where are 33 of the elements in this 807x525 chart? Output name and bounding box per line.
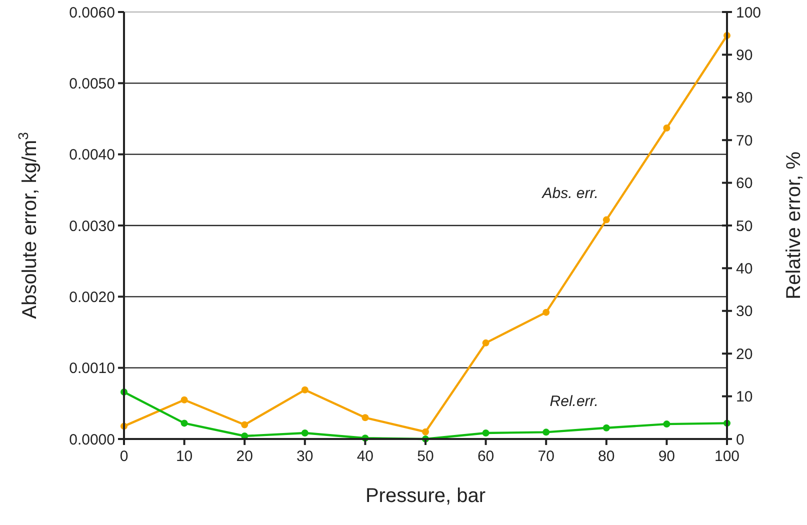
y-tick-label: 0.0000 xyxy=(69,431,115,448)
x-tick-label: 50 xyxy=(417,448,434,465)
y-tick-label: 0.0020 xyxy=(69,288,115,306)
x-tick-label: 20 xyxy=(236,448,253,465)
y2-tick-label: 40 xyxy=(736,260,753,278)
series-label: Abs. err. xyxy=(541,184,598,202)
y2-tick-label: 80 xyxy=(736,90,753,107)
x-tick-label: 10 xyxy=(176,448,193,465)
x-tick-label: 60 xyxy=(477,448,494,465)
series-label: Rel.err. xyxy=(550,392,598,410)
y2-tick-label: 20 xyxy=(736,346,753,363)
y2-tick-label: 50 xyxy=(736,218,753,235)
y2-axis-title: Relative error, % xyxy=(783,151,805,300)
x-tick-label: 80 xyxy=(598,448,615,465)
y2-tick-label: 100 xyxy=(736,4,762,22)
x-tick-label: 100 xyxy=(714,448,740,465)
y-tick-label: 0.0060 xyxy=(69,4,115,22)
x-tick-label: 0 xyxy=(120,448,128,465)
y-tick-label: 0.0050 xyxy=(69,75,115,92)
y2-tick-label: 30 xyxy=(736,303,753,320)
x-tick-label: 30 xyxy=(296,448,314,465)
x-tick-label: 90 xyxy=(658,448,676,465)
x-tick-label: 70 xyxy=(538,448,554,465)
y2-tick-label: 90 xyxy=(736,46,753,64)
y-tick-label: 0.0010 xyxy=(69,360,115,378)
y2-tick-label: 60 xyxy=(736,175,753,192)
x-axis-title: Pressure, bar xyxy=(365,485,486,507)
y2-tick-label: 70 xyxy=(736,132,753,150)
x-tick-label: 40 xyxy=(356,448,374,465)
y2-tick-label: 0 xyxy=(736,431,744,448)
y-tick-label: 0.0030 xyxy=(69,218,115,235)
y-tick-label: 0.0040 xyxy=(69,146,115,164)
y2-tick-label: 10 xyxy=(736,388,753,406)
